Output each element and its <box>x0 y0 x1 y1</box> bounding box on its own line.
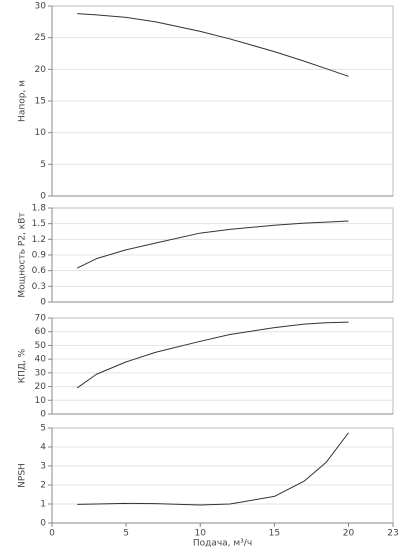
y-tick-label: 1.5 <box>32 219 46 229</box>
y-axis-label: Напор, м <box>18 80 28 122</box>
y-tick-label: 0.6 <box>32 266 47 276</box>
x-tick-label: 15 <box>269 529 280 539</box>
y-tick-label: 2 <box>40 481 46 491</box>
y-tick-label: 20 <box>35 382 47 392</box>
x-tick-label: 20 <box>343 529 355 539</box>
y-tick-label: 0 <box>40 410 46 420</box>
y-tick-label: 10 <box>35 128 47 138</box>
y-tick-label: 0.9 <box>32 251 47 261</box>
curve <box>76 220 349 269</box>
y-tick-label: 20 <box>35 65 47 75</box>
y-tick-label: 1.2 <box>32 235 46 245</box>
curve <box>77 432 349 506</box>
curve <box>76 321 349 389</box>
y-axis-label: Мощность P2, кВт <box>18 212 28 297</box>
y-tick-label: 25 <box>35 33 46 43</box>
y-tick-label: 60 <box>35 327 47 337</box>
y-tick-label: 1.8 <box>32 204 47 214</box>
curve <box>77 13 349 77</box>
y-tick-label: 0 <box>40 192 46 202</box>
y-tick-label: 0 <box>40 298 46 308</box>
y-tick-label: 70 <box>35 314 47 324</box>
plot-frame <box>51 317 394 415</box>
y-tick-label: 30 <box>35 2 47 12</box>
y-tick-label: 10 <box>35 396 47 406</box>
x-tick-label: 23 <box>387 529 398 539</box>
y-tick-label: 4 <box>40 443 46 453</box>
y-axis-label: NPSH <box>18 463 28 488</box>
y-tick-label: 5 <box>40 160 46 170</box>
y-tick-label: 0.3 <box>32 282 46 292</box>
x-tick-label: 5 <box>123 529 129 539</box>
y-tick-label: 40 <box>35 355 47 365</box>
y-tick-label: 0 <box>40 519 46 529</box>
x-axis-label: Подача, м³/ч <box>193 539 252 549</box>
y-tick-label: 3 <box>40 462 46 472</box>
y-tick-label: 5 <box>40 424 46 434</box>
x-tick-label: 0 <box>49 529 55 539</box>
y-tick-label: 15 <box>35 97 46 107</box>
x-tick-label: 10 <box>195 529 207 539</box>
y-tick-label: 30 <box>35 368 47 378</box>
y-tick-label: 1 <box>40 500 46 510</box>
y-axis-label: КПД, % <box>18 348 28 383</box>
y-tick-label: 50 <box>35 341 47 351</box>
